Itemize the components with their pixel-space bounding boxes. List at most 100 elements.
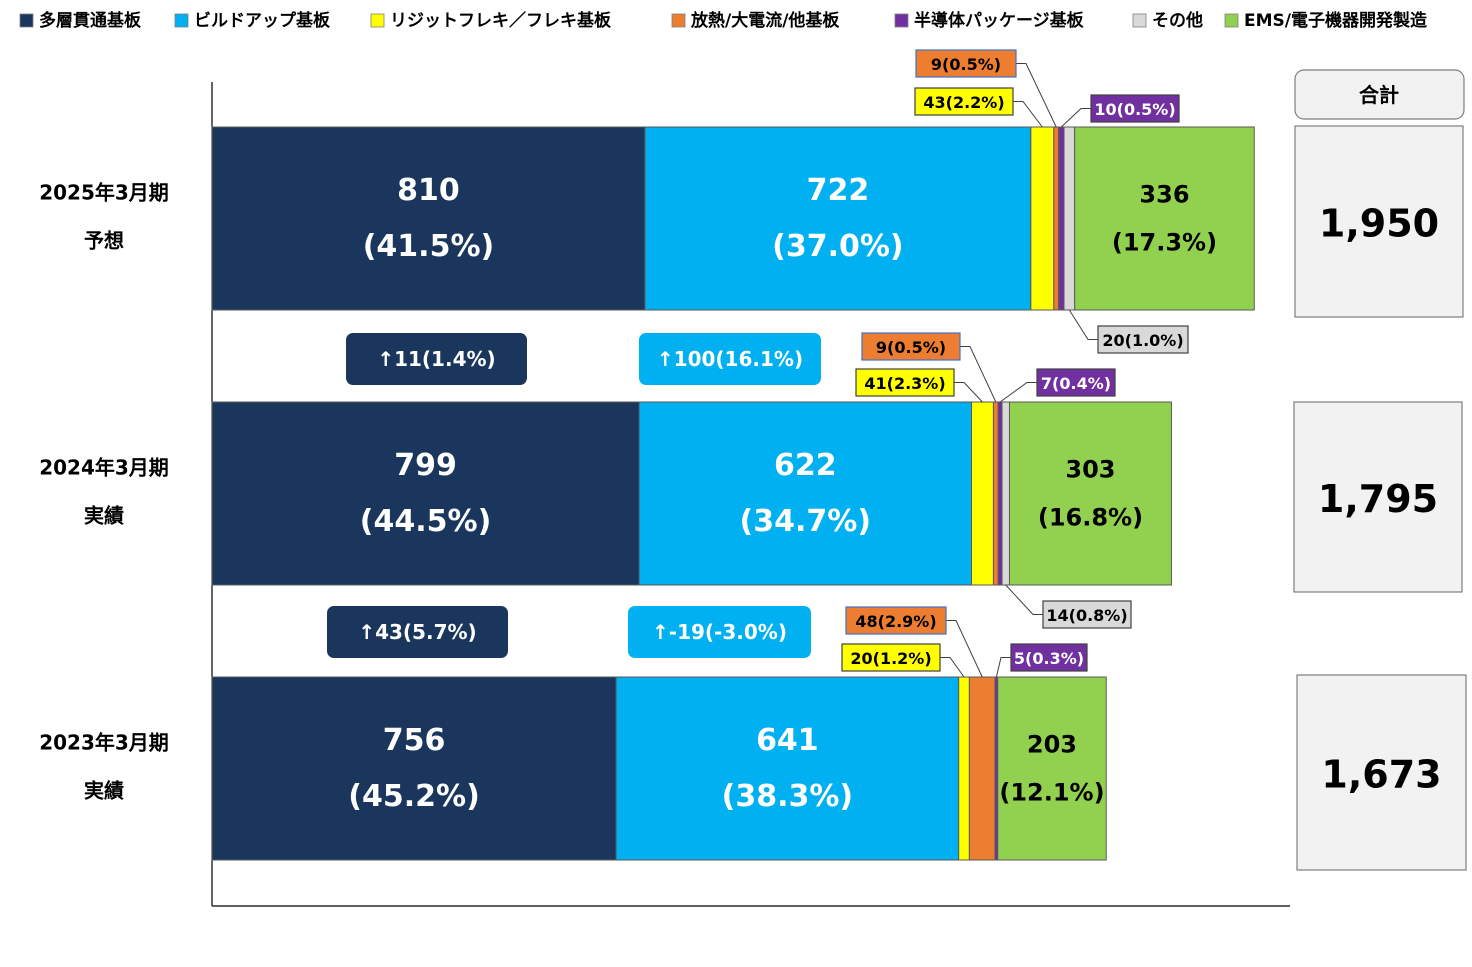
total-value: 1,795 <box>1318 477 1438 521</box>
callout-leader <box>1068 309 1098 340</box>
bar-segment <box>1074 126 1255 311</box>
data-label-value: 810 <box>397 173 460 208</box>
legend-swatch <box>671 13 686 28</box>
legend-label: リジットフレキ／フレキ基板 <box>390 10 612 31</box>
bar-segment <box>997 401 1003 586</box>
change-label: ↑11(1.4%) <box>377 347 495 371</box>
callout-box <box>914 87 1014 116</box>
total-box <box>1293 401 1463 593</box>
category-sublabel: 実績 <box>84 779 124 803</box>
category-sublabel: 予想 <box>84 229 124 253</box>
bar-segment <box>971 401 994 586</box>
callout-box <box>855 368 955 397</box>
bar-segment <box>1001 401 1010 586</box>
callout-leader <box>960 346 997 403</box>
legend: 多層貫通基板 ビルドアップ基板 リジットフレキ／フレキ基板 放熱/大電流/他基板 半導体… <box>19 10 1428 31</box>
callout-leader <box>1005 584 1043 615</box>
callout-leader <box>946 620 983 678</box>
callout-box <box>845 606 947 635</box>
legend-label: EMS/電子機器開発製造 <box>1244 10 1428 31</box>
callout-label: 48(2.9%) <box>855 612 936 631</box>
data-label-share: (16.8%) <box>1038 504 1143 532</box>
callout-label: 14(0.8%) <box>1046 606 1127 625</box>
callout-box <box>1097 325 1189 354</box>
callout-label: 9(0.5%) <box>931 55 1001 74</box>
legend-label: ビルドアップ基板 <box>194 10 331 31</box>
bars: 810 (41.5%) 722 (37.0%) 336 (17.3%) 799 (44.5%)… <box>211 49 1255 861</box>
bar-segment <box>211 126 646 311</box>
change-label: ↑43(5.7%) <box>358 620 476 644</box>
change-pill <box>327 606 508 658</box>
legend-swatch <box>174 13 189 28</box>
total-box <box>1296 674 1467 871</box>
callout-leader <box>999 382 1037 403</box>
data-label-value: 756 <box>383 723 446 758</box>
bar-segment <box>992 401 999 586</box>
callout-label: 10(0.5%) <box>1094 100 1175 119</box>
callout-label: 20(1.0%) <box>1102 331 1183 350</box>
callout-label: 43(2.2%) <box>923 93 1004 112</box>
callout-box <box>1010 643 1088 672</box>
data-label-value: 722 <box>807 173 870 208</box>
data-label-share: (41.5%) <box>363 229 495 264</box>
category-label: 2025年3月期 <box>39 181 169 205</box>
data-label-share: (45.2%) <box>348 779 480 814</box>
data-label-value: 799 <box>394 448 457 483</box>
bar-segment <box>615 676 960 861</box>
callout-box <box>1042 600 1132 629</box>
data-label-value: 203 <box>1027 731 1077 759</box>
bar-segment <box>638 401 973 586</box>
change-callouts: ↑11(1.4%) ↑100(16.1%) ↑43(5.7%) ↑-19(-3.0%) <box>327 333 821 658</box>
bar-segment <box>968 676 996 861</box>
callout-label: 7(0.4%) <box>1041 374 1111 393</box>
bar-segment <box>958 676 970 861</box>
callout-leader <box>940 657 965 678</box>
totals-column: 合計 1,950 1,795 1,673 <box>1293 69 1467 871</box>
totals-header: 合計 <box>1359 83 1399 107</box>
callout-box <box>1090 94 1180 123</box>
bar-segment <box>1063 126 1076 311</box>
totals-header-box <box>1294 69 1465 120</box>
data-label-value: 303 <box>1065 456 1115 484</box>
data-label-share: (38.3%) <box>722 779 854 814</box>
data-label-value: 622 <box>774 448 837 483</box>
data-label-share: (37.0%) <box>772 229 904 264</box>
change-pill <box>346 333 527 385</box>
callout-leader <box>954 382 983 403</box>
callout-leader <box>1016 63 1057 128</box>
legend-swatch <box>1224 13 1239 28</box>
legend-label: 放熱/大電流/他基板 <box>690 10 840 31</box>
bar-segment <box>1058 126 1065 311</box>
bar-segment <box>1008 401 1172 586</box>
legend-label: その他 <box>1152 10 1203 31</box>
change-pill <box>639 333 821 385</box>
legend-swatch <box>894 13 909 28</box>
legend-label: 多層貫通基板 <box>39 10 142 31</box>
data-label-share: (44.5%) <box>360 504 492 539</box>
callout-label: 41(2.3%) <box>864 374 945 393</box>
data-label-value: 641 <box>756 723 819 758</box>
change-label: ↑-19(-3.0%) <box>652 620 787 644</box>
callout-leader <box>1013 101 1043 128</box>
legend-label: 半導体パッケージ基板 <box>914 10 1085 31</box>
data-label-value: 336 <box>1139 181 1189 209</box>
data-label-share: (34.7%) <box>740 504 872 539</box>
callout-label: 5(0.3%) <box>1014 649 1084 668</box>
total-value: 1,950 <box>1319 202 1439 246</box>
callout-box <box>861 332 961 361</box>
category-label: 2023年3月期 <box>39 731 169 755</box>
callout-leader <box>995 657 1011 678</box>
change-label: ↑100(16.1%) <box>657 347 803 371</box>
callout-box <box>915 49 1017 78</box>
bar-segment <box>1053 126 1060 311</box>
data-label-share: (12.1%) <box>999 779 1104 807</box>
callout-leader <box>1060 108 1091 128</box>
change-pill <box>628 606 811 658</box>
data-label-share: (17.3%) <box>1112 229 1217 257</box>
category-sublabel: 実績 <box>84 504 124 528</box>
total-value: 1,673 <box>1321 753 1441 797</box>
callout-label: 9(0.5%) <box>876 338 946 357</box>
category-label: 2024年3月期 <box>39 456 169 480</box>
callout-box <box>1036 368 1116 397</box>
